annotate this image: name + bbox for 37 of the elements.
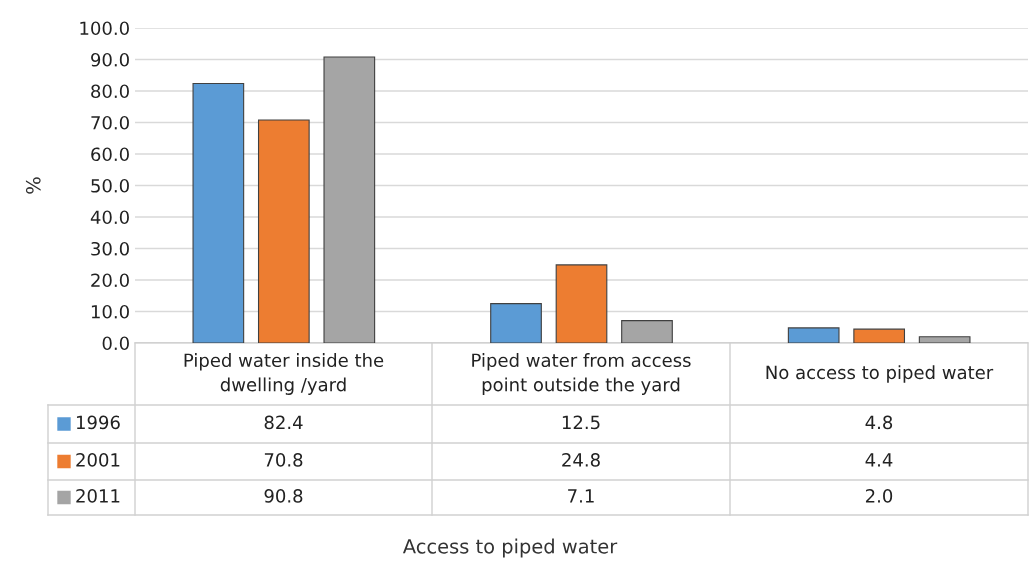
legend-label: 1996	[76, 415, 120, 430]
bar	[490, 303, 542, 343]
legend-label: 2011	[76, 489, 120, 503]
y-tick-label: 80.0	[91, 84, 129, 99]
data-label: 24.8	[562, 453, 600, 467]
data-label: 90.8	[264, 489, 303, 503]
y-tick-label: 30.0	[91, 241, 129, 256]
data-label: 12.5	[562, 415, 600, 430]
data-label: 4.4	[865, 453, 893, 467]
y-tick-label: 90.0	[91, 52, 129, 67]
bar	[323, 56, 376, 343]
bar	[555, 264, 608, 343]
y-tick-label: 40.0	[90, 210, 129, 225]
bar	[853, 328, 906, 343]
legend-label: 2001	[76, 453, 120, 467]
data-label: 70.8	[264, 453, 303, 467]
y-tick-label: 10.0	[91, 304, 129, 319]
y-tick-label: 20.0	[91, 273, 129, 288]
bar	[192, 82, 245, 343]
x-tick-label: Piped water inside the dwelling /yard	[184, 353, 384, 395]
y-tick-label: 50.0	[91, 178, 129, 193]
data-label: 4.8	[865, 415, 893, 430]
y-tick-label: 100.0	[80, 21, 129, 36]
bar	[621, 320, 673, 343]
bar	[257, 119, 310, 343]
y-tick-label: 70.0	[91, 115, 129, 130]
bar	[918, 336, 971, 343]
data-label: 82.4	[264, 415, 303, 430]
x-tick-label: No access to piped water	[766, 365, 994, 383]
y-axis-title: %	[25, 177, 41, 194]
x-tick-label: Piped water from access point outside the yard	[472, 353, 691, 395]
bar	[787, 327, 840, 343]
data-label: 2.0	[865, 489, 893, 503]
text: Access to piped water	[402, 538, 618, 558]
y-tick-label: 0.0	[102, 336, 129, 351]
data-label: 7.1	[568, 489, 594, 503]
y-tick-label: 60.0	[91, 147, 129, 162]
